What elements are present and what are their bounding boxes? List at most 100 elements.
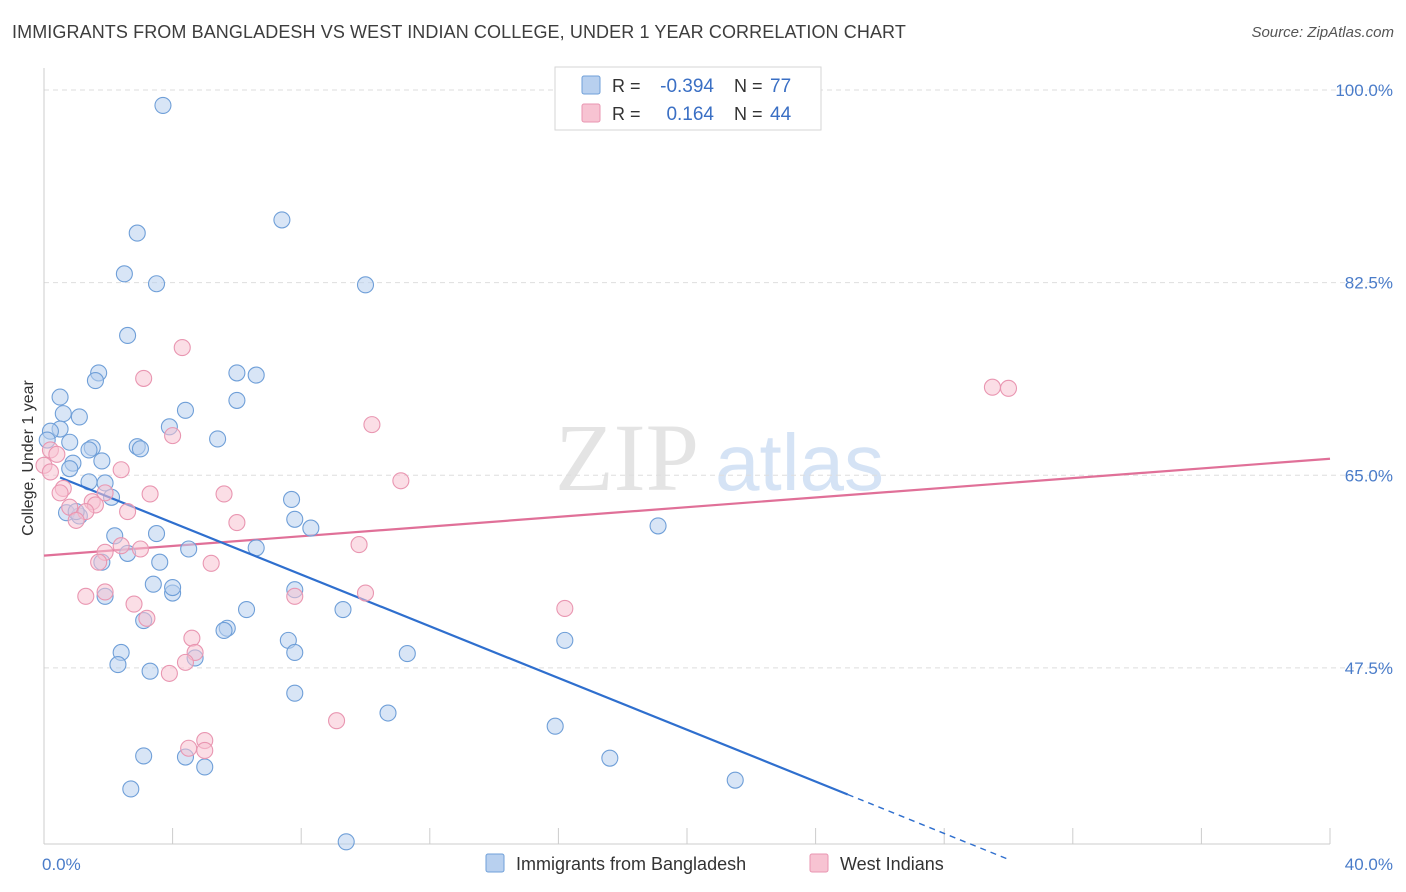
westindian-point-29 xyxy=(202,554,220,572)
legend-top-r-label-2: R = xyxy=(612,104,641,124)
westindian-point-15 xyxy=(141,485,159,503)
bangladesh-point-45 xyxy=(649,517,667,535)
y-tick-label-2: 65.0% xyxy=(1345,466,1393,485)
trend-lines xyxy=(43,457,1331,557)
trend-line-bangladesh-extension xyxy=(847,793,1009,861)
bangladesh-point-70 xyxy=(601,749,619,767)
westindian-point-7 xyxy=(48,445,66,463)
bangladesh-point-64 xyxy=(286,684,304,702)
trend-line-bangladesh xyxy=(59,476,849,796)
bangladesh-point-3 xyxy=(115,265,133,283)
series-bangladesh-points xyxy=(38,96,1009,861)
westindian-point-43 xyxy=(180,739,198,757)
bangladesh-point-49 xyxy=(164,578,182,597)
y-axis-label: College, Under 1 year xyxy=(20,380,37,536)
x-tick-label-max: 40.0% xyxy=(1345,855,1393,874)
westindian-point-5 xyxy=(164,427,182,445)
legend-top-n-label-1: N = xyxy=(734,76,763,96)
bangladesh-point-62 xyxy=(109,656,127,674)
series-westindian-points xyxy=(35,339,1018,759)
bangladesh-point-1 xyxy=(273,211,291,229)
legend-top-r-value-1: -0.394 xyxy=(660,76,714,97)
x-tick-label-min: 0.0% xyxy=(42,855,81,874)
watermark-zip: ZIP xyxy=(555,404,699,511)
westindian-point-30 xyxy=(77,587,95,605)
bangladesh-point-63 xyxy=(141,662,159,680)
legend-top-r-value-2: 0.164 xyxy=(666,104,714,125)
westindian-point-11 xyxy=(392,472,410,490)
westindian-point-28 xyxy=(90,553,108,571)
bangladesh-point-39 xyxy=(147,525,166,543)
y-tick-label-3: 47.5% xyxy=(1345,659,1393,678)
bangladesh-point-20 xyxy=(61,433,79,451)
y-tick-labels: 100.0% 82.5% 65.0% 47.5% xyxy=(1335,81,1393,678)
y-tick-label-0: 100.0% xyxy=(1335,81,1393,100)
westindian-point-3 xyxy=(999,379,1018,397)
westindian-point-34 xyxy=(356,584,375,602)
y-tick-label-1: 82.5% xyxy=(1345,274,1393,293)
bangladesh-point-67 xyxy=(135,747,153,765)
bangladesh-point-55 xyxy=(215,621,233,640)
westindian-point-41 xyxy=(328,712,346,730)
bangladesh-point-8 xyxy=(228,364,246,382)
westindian-point-37 xyxy=(183,629,201,647)
legend-top-swatch-bangladesh xyxy=(581,75,601,95)
bangladesh-point-11 xyxy=(228,391,246,409)
westindian-point-31 xyxy=(286,587,304,605)
westindian-point-25 xyxy=(112,537,130,555)
legend-top-swatch-westindian xyxy=(581,103,601,123)
bangladesh-point-5 xyxy=(356,276,375,294)
bangladesh-point-72 xyxy=(122,780,140,798)
bangladesh-point-32 xyxy=(283,490,301,509)
bangladesh-point-6 xyxy=(119,326,137,345)
bangladesh-point-46 xyxy=(144,575,162,593)
bangladesh-point-59 xyxy=(286,643,304,662)
westindian-point-9 xyxy=(41,463,59,481)
bangladesh-point-26 xyxy=(93,452,111,470)
axes xyxy=(43,68,1331,845)
westindian-point-21 xyxy=(228,514,246,532)
bangladesh-point-65 xyxy=(379,704,397,722)
bangladesh-point-4 xyxy=(147,275,166,293)
westindian-point-1 xyxy=(135,369,153,387)
bangladesh-point-73 xyxy=(337,833,355,851)
legend-bottom-swatch-bangladesh xyxy=(485,853,505,873)
bangladesh-point-12 xyxy=(51,388,69,406)
chart-title: IMMIGRANTS FROM BANGLADESH VS WEST INDIA… xyxy=(12,22,906,42)
bangladesh-point-52 xyxy=(334,600,352,619)
westindian-point-14 xyxy=(96,484,114,502)
bangladesh-point-66 xyxy=(546,717,564,735)
westindian-point-4 xyxy=(363,416,381,434)
bangladesh-point-2 xyxy=(128,224,146,242)
legend-top: R = -0.394 N = 77 R = 0.164 N = 44 xyxy=(554,66,822,131)
westindian-point-16 xyxy=(215,485,233,503)
westindian-point-35 xyxy=(556,599,574,617)
legend-top-n-label-2: N = xyxy=(734,104,763,124)
bangladesh-point-25 xyxy=(131,440,149,458)
legend-top-n-value-1: 77 xyxy=(770,76,791,97)
bangladesh-point-22 xyxy=(80,441,98,459)
westindian-point-22 xyxy=(119,503,137,521)
legend-top-n-value-2: 44 xyxy=(770,104,792,125)
westindian-point-26 xyxy=(131,540,149,558)
legend-top-r-label-1: R = xyxy=(612,76,641,96)
westindian-point-0 xyxy=(173,339,191,357)
bangladesh-point-24 xyxy=(209,430,227,448)
bangladesh-point-9 xyxy=(247,366,265,384)
bangladesh-point-28 xyxy=(61,460,79,478)
bangladesh-point-44 xyxy=(151,553,169,571)
westindian-point-24 xyxy=(350,536,368,554)
bangladesh-point-69 xyxy=(196,758,214,776)
grid-lines xyxy=(44,89,1394,669)
legend-bottom-swatch-westindian xyxy=(809,853,829,873)
watermark-atlas: atlas xyxy=(715,418,884,507)
bangladesh-point-60 xyxy=(398,645,416,663)
westindian-point-40 xyxy=(160,664,178,682)
bangladesh-point-57 xyxy=(556,631,574,649)
westindian-point-44 xyxy=(196,741,214,759)
legend-bottom-label-westindian: West Indians xyxy=(840,854,944,874)
bangladesh-point-51 xyxy=(237,600,256,619)
westindian-point-36 xyxy=(138,609,156,627)
bangladesh-point-36 xyxy=(286,510,304,528)
